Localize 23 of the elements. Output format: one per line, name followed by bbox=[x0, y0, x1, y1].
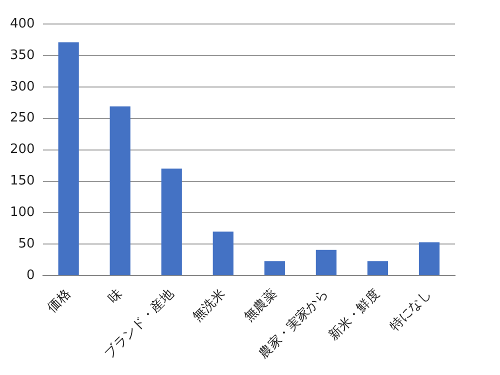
y-tick-label: 400 bbox=[10, 16, 35, 32]
y-tick-label: 300 bbox=[10, 79, 35, 94]
bar bbox=[264, 261, 285, 276]
bar bbox=[110, 106, 130, 276]
x-tick-label: 価格 bbox=[44, 286, 74, 316]
y-tick-label: 250 bbox=[10, 110, 35, 126]
x-tick-label: 特になし bbox=[387, 286, 434, 334]
bar bbox=[212, 232, 234, 276]
y-tick-label: 0 bbox=[26, 268, 35, 283]
bar bbox=[161, 168, 182, 276]
bar bbox=[58, 42, 79, 276]
x-tick-label: 無農薬 bbox=[242, 286, 280, 325]
y-tick-label: 150 bbox=[10, 174, 35, 189]
y-tick-label: 350 bbox=[10, 48, 35, 63]
x-tick-label: 無洗米 bbox=[190, 286, 228, 325]
x-tick-label: 味 bbox=[106, 286, 126, 307]
x-tick-label: 新米・鮮度 bbox=[326, 286, 383, 344]
y-tick-label: 100 bbox=[10, 205, 35, 220]
y-tick-label: 50 bbox=[18, 236, 35, 252]
bar bbox=[367, 261, 388, 276]
bar bbox=[316, 250, 336, 276]
y-tick-label: 200 bbox=[10, 142, 35, 158]
bar bbox=[418, 242, 440, 276]
